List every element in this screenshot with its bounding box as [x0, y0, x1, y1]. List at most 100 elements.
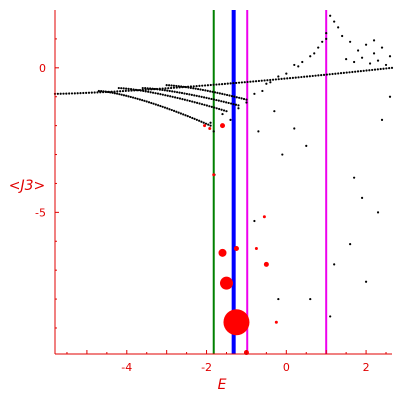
black-point [309, 297, 312, 301]
band-point [178, 91, 181, 94]
black-point [333, 263, 336, 266]
band-point [79, 92, 82, 95]
black-point [360, 56, 364, 59]
band-point [373, 68, 377, 71]
band-point [152, 102, 155, 105]
band-point [210, 97, 213, 101]
band-point [235, 81, 238, 85]
red-point [203, 124, 207, 128]
band-point [191, 100, 194, 103]
band-point [201, 84, 204, 87]
black-point [364, 280, 368, 283]
band-point [62, 92, 65, 95]
black-point [253, 219, 256, 223]
band-point [297, 76, 300, 79]
band-point [200, 103, 204, 106]
band-point [232, 103, 235, 106]
x-tick-label: 2 [363, 361, 370, 374]
band-point [187, 86, 190, 89]
band-point [144, 90, 147, 93]
band-point [82, 91, 85, 95]
band-point [136, 97, 139, 100]
band-point [317, 74, 320, 77]
band-point [194, 87, 197, 90]
band-point [180, 91, 184, 95]
band-point [334, 72, 337, 75]
band-point [188, 115, 192, 119]
black-point [380, 118, 384, 121]
band-point [311, 74, 314, 78]
black-point [285, 72, 288, 75]
band-point [121, 89, 125, 93]
black-point [265, 82, 268, 85]
band-point [87, 91, 91, 94]
band-point [73, 92, 76, 95]
band-point [159, 104, 162, 108]
band-point [196, 101, 199, 104]
y-tick-label: -5 [35, 206, 46, 219]
band-point [365, 69, 368, 72]
band-point [151, 91, 155, 94]
band-point [93, 91, 96, 94]
band-point [205, 104, 209, 107]
band-point [156, 88, 159, 91]
band-point [225, 93, 229, 97]
band-point [359, 70, 362, 73]
band-point [169, 95, 172, 98]
band-point [127, 89, 130, 92]
band-point [376, 68, 379, 71]
x-tick-label: 0 [283, 361, 290, 374]
band-point [149, 91, 152, 94]
band-point [166, 94, 169, 97]
band-point [122, 94, 126, 97]
band-point [175, 86, 178, 89]
band-point [175, 110, 178, 113]
band-point [129, 88, 133, 91]
band-point [168, 89, 171, 93]
band-point [356, 70, 360, 73]
red-point [274, 320, 278, 324]
vertical-reference-lines [212, 10, 328, 354]
band-point [242, 97, 246, 101]
y-tick-label: 0 [39, 62, 46, 75]
band-point [213, 91, 217, 94]
black-point [245, 101, 248, 104]
black-point [305, 144, 308, 147]
band-point [171, 95, 174, 98]
band-point [288, 77, 292, 80]
band-point [320, 74, 323, 77]
band-point [166, 107, 169, 110]
black-point [229, 118, 232, 121]
black-point [281, 153, 284, 156]
band-point [198, 119, 201, 122]
band-point [144, 87, 147, 90]
red-point [220, 123, 226, 129]
band-point [291, 76, 294, 79]
band-point [305, 75, 309, 78]
band-point [141, 99, 144, 102]
band-point [308, 75, 311, 78]
band-point [227, 101, 230, 105]
band-point [286, 77, 289, 80]
band-point [204, 89, 207, 92]
band-point [141, 86, 144, 90]
black-point [388, 95, 392, 98]
band-point [345, 71, 348, 74]
black-point [329, 14, 332, 17]
band-point [252, 80, 255, 83]
band-point [193, 117, 196, 120]
band-point [220, 100, 223, 103]
red-point [262, 215, 266, 219]
band-point [228, 94, 231, 97]
band-point [207, 123, 210, 126]
band-point [175, 91, 179, 94]
band-point [185, 92, 189, 96]
band-point [183, 92, 186, 95]
band-point [134, 97, 137, 100]
band-point [225, 101, 228, 104]
band-point [157, 104, 160, 107]
band-point [163, 106, 167, 109]
band-point [175, 84, 178, 88]
black-point [372, 52, 376, 55]
band-point [90, 91, 93, 94]
